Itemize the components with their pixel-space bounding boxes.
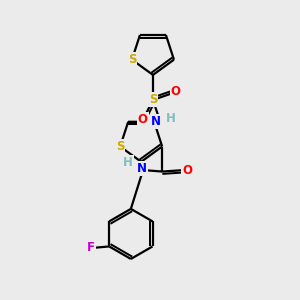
Text: O: O (138, 112, 148, 126)
Text: N: N (136, 162, 147, 175)
Text: O: O (171, 85, 181, 98)
Text: S: S (128, 53, 136, 66)
Text: H: H (123, 156, 133, 169)
Text: F: F (87, 242, 94, 254)
Text: N: N (151, 115, 160, 128)
Text: N: N (150, 116, 160, 128)
Text: O: O (182, 164, 192, 177)
Text: H: H (166, 112, 176, 125)
Text: S: S (116, 140, 124, 153)
Text: S: S (149, 93, 157, 106)
